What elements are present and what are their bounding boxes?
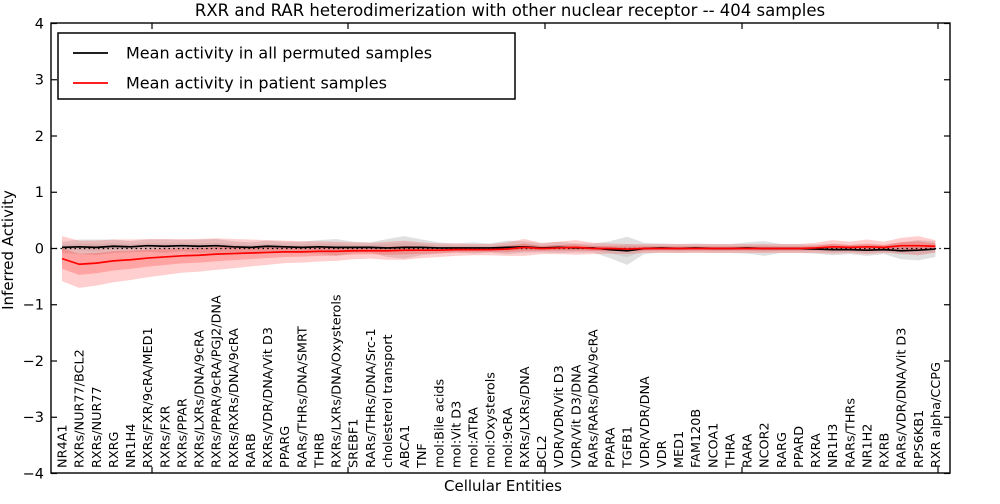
x-tick-label: RXRs/LXRs/DNA/Oxysterols: [330, 294, 345, 468]
x-tick-label: RXRB: [878, 433, 893, 468]
x-tick-label: RPS6KB1: [912, 410, 927, 468]
x-tick-label: RXRG: [107, 432, 122, 468]
y-tick-label: 3: [35, 73, 44, 89]
x-tick-label: THRB: [312, 433, 327, 469]
x-tick-label: VDR/VDR/DNA: [638, 376, 653, 468]
x-tick-label: mol:Bile acids: [432, 378, 447, 468]
x-tick-label: RXRs/LXRs/DNA/9cRA: [193, 330, 208, 468]
x-tick-label: VDR/VDR/Vit D3: [552, 365, 567, 468]
x-tick-label: RARG: [775, 432, 790, 468]
x-tick-label: RARB: [244, 433, 259, 468]
plot-border: [50, 22, 951, 474]
x-tick-label: RARA: [741, 434, 756, 468]
series-lines: [61, 244, 936, 266]
x-tick-label: BCL2: [535, 435, 550, 468]
x-tick-label: RXRs/FXR/9cRA/MED1: [141, 327, 156, 468]
x-tick-label: VDR/Vit D3/DNA: [569, 364, 584, 468]
legend-item-permuted: Mean activity in all permuted samples: [73, 44, 432, 63]
x-tick-label: RXRs/NUR77: [90, 386, 105, 468]
legend-label-patient: Mean activity in patient samples: [126, 74, 387, 93]
confidence-bands: [62, 236, 936, 288]
x-tick-label: VDR: [655, 440, 670, 468]
y-tick-label: −3: [23, 410, 44, 426]
x-tick-label: RARs/THRs: [843, 398, 858, 468]
x-tick-label: mol:9cRA: [501, 407, 516, 468]
x-tick-label: RXRs/RXRs/DNA/9cRA: [227, 328, 242, 468]
x-tick-label: PPARG: [278, 426, 293, 468]
y-tick-label: 4: [35, 16, 44, 32]
x-tick-label: SREBF1: [347, 419, 362, 468]
y-tick-label: −4: [23, 466, 44, 482]
x-tick-label: NCOA1: [706, 423, 721, 468]
x-tick-label: RXRs/VDR/DNA/Vit D3: [261, 327, 276, 468]
y-tick-label: 0: [35, 241, 44, 257]
x-tick-label: RXRA: [809, 433, 824, 468]
x-tick-label: PPARD: [792, 426, 807, 468]
x-tick-label: mol:Vit D3: [449, 401, 464, 468]
patient-mean-line: [61, 244, 936, 266]
x-tick-labels: NR4A1 RXRs/NUR77/BCL2 RXRs/NUR77 RXRG NR1H4 R…: [56, 294, 944, 469]
y-tick-label: 2: [35, 129, 44, 145]
x-tick-label: RXRs/FXR: [158, 405, 173, 468]
x-tick-label: RARs/RARs/DNA/9cRA: [586, 329, 601, 468]
x-tick-label: RXRs/PPAR: [175, 398, 190, 468]
permuted-outer-band: [62, 236, 936, 265]
x-tick-label: RXRs/NUR77/BCL2: [73, 349, 88, 468]
x-tick-label: FAM120B: [689, 409, 704, 468]
x-tick-label: NCOR2: [758, 422, 773, 468]
patient-inner-band: [62, 241, 936, 275]
legend: Mean activity in all permuted samples Me…: [57, 32, 516, 100]
y-tick-label: −1: [23, 298, 44, 314]
x-tick-label: RXRs/PPAR/9cRA/PGJ2/DNA: [210, 295, 225, 468]
x-axis-label: Cellular Entities: [444, 477, 562, 495]
x-tick-label: mol:Oxysterols: [484, 372, 499, 468]
y-tick-label: 1: [35, 185, 44, 201]
x-tick-label: TGFB1: [621, 426, 636, 469]
y-axis-label: Inferred Activity: [0, 190, 17, 310]
x-tick-label: NR1H3: [826, 424, 841, 468]
legend-label-permuted: Mean activity in all permuted samples: [126, 44, 432, 63]
chart-title: RXR and RAR heterodimerization with othe…: [195, 1, 825, 20]
legend-border: [57, 32, 516, 100]
y-tick-labels: −4 −3 −2 −1 0 1 2 3 4: [23, 16, 44, 482]
x-tick-label: NR4A1: [56, 424, 71, 468]
x-tick-label: RARs/VDR/DNA/Vit D3: [895, 328, 910, 468]
legend-item-patient: Mean activity in patient samples: [73, 74, 387, 93]
x-tick-label: mol:ATRA: [467, 407, 482, 468]
y-tick-label: −2: [23, 354, 44, 370]
x-tick-label: THRA: [723, 433, 738, 469]
x-tick-label: TNF: [415, 443, 430, 469]
x-tick-label: RARs/THRs/DNA/SMRT: [295, 326, 310, 468]
x-tick-label: ABCA1: [398, 425, 413, 468]
x-tick-label: RARs/THRs/DNA/Src-1: [364, 328, 379, 468]
x-tick-label: NR1H2: [860, 424, 875, 468]
x-tick-label: RXRs/LXRs/DNA: [518, 366, 533, 468]
x-tick-label: MED1: [672, 431, 687, 468]
x-tick-label: NR1H4: [124, 424, 139, 468]
x-tick-label: PPARA: [604, 427, 619, 468]
x-tick-label: cholesterol transport: [381, 334, 396, 468]
x-tick-label: RXR alpha/CCPG: [929, 362, 944, 468]
